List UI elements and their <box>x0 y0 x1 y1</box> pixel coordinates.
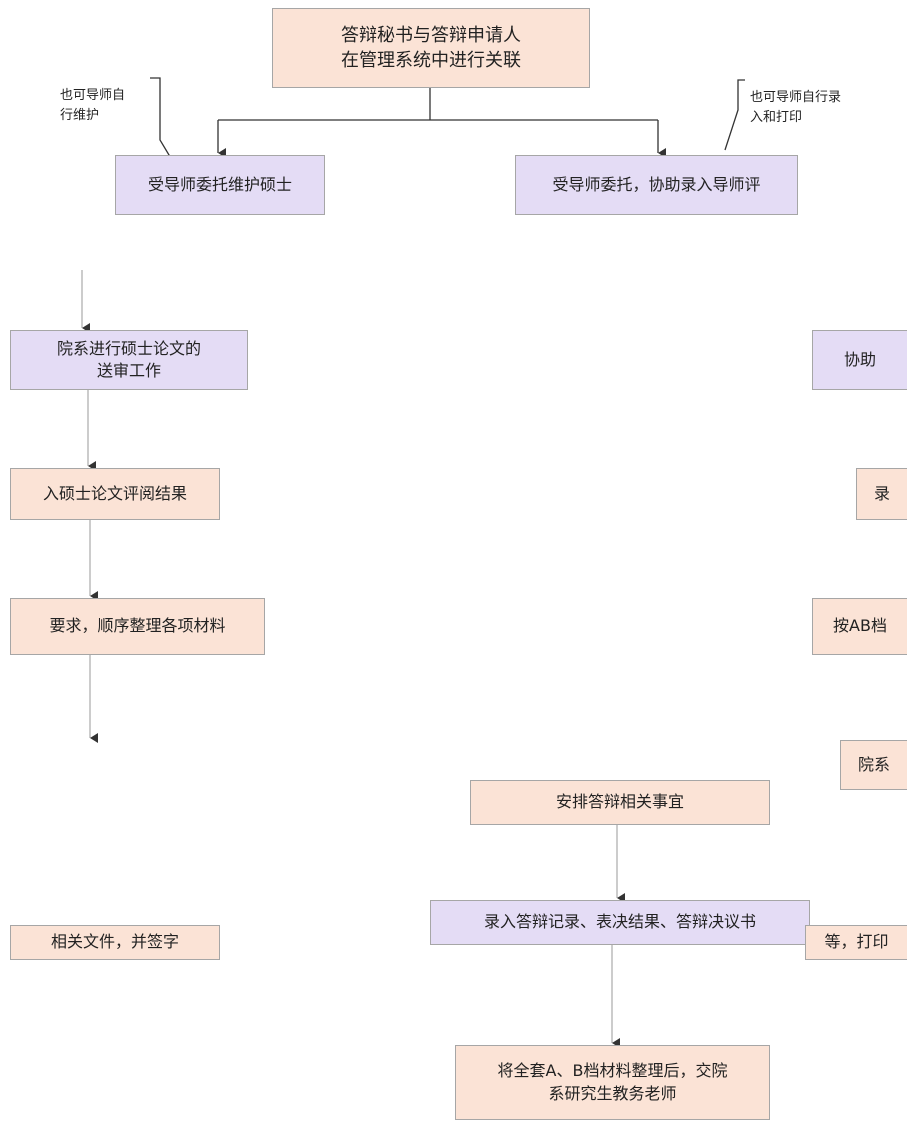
node: 协助 <box>812 330 907 390</box>
node: 入硕士论文评阅结果 <box>10 468 220 520</box>
node: 相关文件，并签字 <box>10 925 220 960</box>
node: 按AB档 <box>812 598 907 655</box>
node: 将全套A、B档材料整理后，交院 系研究生教务老师 <box>455 1045 770 1120</box>
note: 也可导师自 行维护 <box>60 88 126 123</box>
note-bracket <box>724 79 745 151</box>
node: 受导师委托维护硕士 <box>115 155 325 215</box>
note: 也可导师自行录 入和打印 <box>750 90 842 125</box>
node: 受导师委托，协助录入导师评 <box>515 155 798 215</box>
node: 安排答辩相关事宜 <box>470 780 770 825</box>
node: 答辩秘书与答辩申请人 在管理系统中进行关联 <box>272 8 590 88</box>
node: 要求，顺序整理各项材料 <box>10 598 265 655</box>
node: 录 <box>856 468 907 520</box>
note-bracket <box>150 77 173 161</box>
node: 录入答辩记录、表决结果、答辩决议书 <box>430 900 810 945</box>
node: 院系 <box>840 740 907 790</box>
node: 院系进行硕士论文的 送审工作 <box>10 330 248 390</box>
node: 等，打印 <box>805 925 907 960</box>
